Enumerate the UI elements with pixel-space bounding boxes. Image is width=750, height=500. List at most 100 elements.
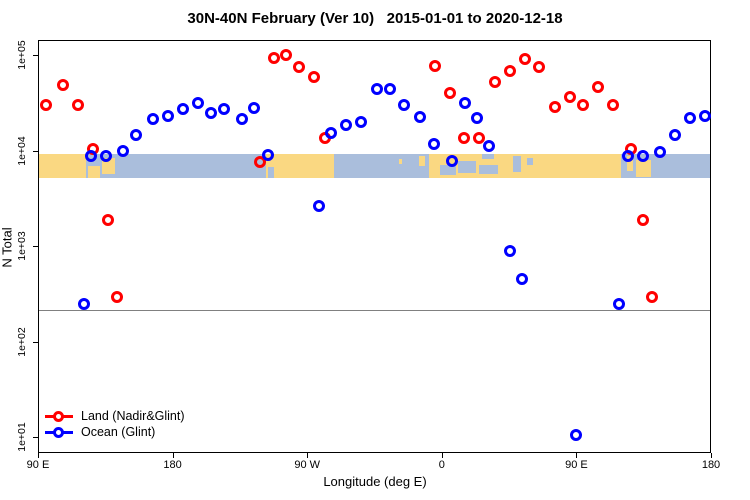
data-point-ocean [116, 145, 129, 158]
x-tick-label: 90 W [294, 459, 321, 471]
x-tick-mark [576, 453, 578, 458]
legend-circle-icon [53, 426, 64, 438]
data-point-ocean [130, 128, 143, 141]
data-point-ocean [324, 127, 337, 140]
map-land-segment [429, 154, 621, 178]
map-ocean-patch [457, 161, 476, 173]
data-point-ocean [516, 273, 529, 286]
data-point-ocean [248, 102, 261, 115]
data-point-ocean [236, 112, 249, 125]
data-point-land [279, 49, 292, 62]
data-point-ocean [683, 112, 696, 125]
y-tick-label: 1e+03 [16, 231, 28, 261]
data-point-land [607, 98, 620, 111]
data-point-ocean [668, 128, 681, 141]
y-tick-mark [33, 150, 38, 152]
data-point-ocean [622, 149, 635, 162]
data-point-ocean [161, 110, 174, 123]
data-point-ocean [261, 148, 274, 161]
x-tick-mark [711, 453, 712, 458]
x-tick-label: 180 [701, 459, 721, 471]
map-ocean-patch [478, 164, 499, 175]
map-land-patch [626, 156, 633, 171]
map-ocean-segment [334, 154, 430, 178]
legend: Land (Nadir&Glint) Ocean (Glint) [45, 408, 185, 440]
data-point-ocean [85, 149, 98, 162]
map-ocean-patch [481, 154, 494, 159]
threshold-line [39, 309, 710, 312]
data-point-ocean [176, 102, 189, 115]
data-point-ocean [384, 83, 397, 96]
data-point-land [101, 214, 114, 227]
y-tick-label: 1e+02 [16, 326, 28, 357]
y-tick-mark [33, 55, 38, 56]
data-point-ocean [427, 137, 440, 150]
data-point-ocean [218, 102, 231, 115]
map-land-patch [398, 158, 403, 164]
legend-label: Land (Nadir&Glint) [81, 409, 185, 423]
map-ocean-segment [86, 154, 267, 178]
data-point-ocean [637, 149, 650, 162]
data-point-land [457, 131, 470, 144]
data-point-ocean [613, 298, 626, 311]
x-axis-title: Longitude (deg E) [323, 474, 427, 489]
map-ocean-patch [526, 157, 533, 165]
y-axis-title: N Total [0, 227, 15, 268]
y-tick-mark [33, 341, 38, 343]
data-point-ocean [653, 145, 666, 158]
data-point-ocean [204, 107, 217, 120]
data-point-land [504, 64, 517, 77]
data-point-ocean [339, 118, 352, 131]
data-point-land [646, 290, 659, 303]
x-tick-mark [307, 453, 309, 458]
data-point-land [519, 53, 532, 65]
data-point-land [40, 98, 53, 111]
data-point-land [577, 98, 590, 111]
data-point-land [429, 59, 442, 72]
data-point-ocean [459, 97, 472, 110]
map-ocean-patch [513, 156, 521, 172]
data-point-ocean [146, 112, 159, 125]
legend-circle-icon [53, 410, 64, 422]
world-map-strip [39, 154, 710, 178]
data-point-land [308, 71, 321, 84]
data-point-ocean [414, 110, 427, 123]
data-point-ocean [354, 115, 367, 128]
data-point-land [563, 91, 576, 104]
map-ocean-segment [620, 154, 710, 178]
legend-item: Ocean (Glint) [45, 424, 185, 440]
x-tick-label: 90 E [26, 459, 50, 471]
y-tick-label: 1e+04 [16, 135, 28, 166]
data-point-land [267, 52, 280, 65]
data-point-ocean [569, 429, 582, 442]
legend-item: Land (Nadir&Glint) [45, 408, 185, 424]
data-point-land [254, 155, 267, 168]
data-point-ocean [483, 140, 496, 153]
map-land-patch [88, 165, 101, 178]
map-ocean-patch [439, 164, 457, 176]
x-tick-mark [441, 453, 443, 458]
legend-marker-icon [45, 426, 73, 438]
data-point-land [548, 101, 561, 114]
data-point-land [56, 78, 69, 91]
map-land-patch [418, 156, 425, 166]
data-point-land [293, 60, 306, 73]
data-point-ocean [100, 149, 113, 162]
data-point-land [472, 131, 485, 144]
data-point-ocean [397, 98, 410, 111]
x-tick-label: 0 [438, 459, 445, 471]
data-point-land [71, 98, 84, 111]
y-tick-label: 1e+05 [16, 40, 28, 70]
x-tick-mark [38, 453, 39, 458]
data-point-land [637, 214, 650, 227]
y-tick-mark [33, 437, 38, 438]
data-point-land [532, 60, 545, 73]
x-tick-label: 180 [163, 459, 182, 471]
data-point-ocean [504, 244, 517, 257]
data-point-land [489, 76, 502, 89]
y-tick-label: 1e+01 [16, 422, 28, 452]
legend-marker-icon [45, 410, 73, 422]
data-point-ocean [370, 83, 383, 96]
data-point-land [444, 86, 457, 99]
